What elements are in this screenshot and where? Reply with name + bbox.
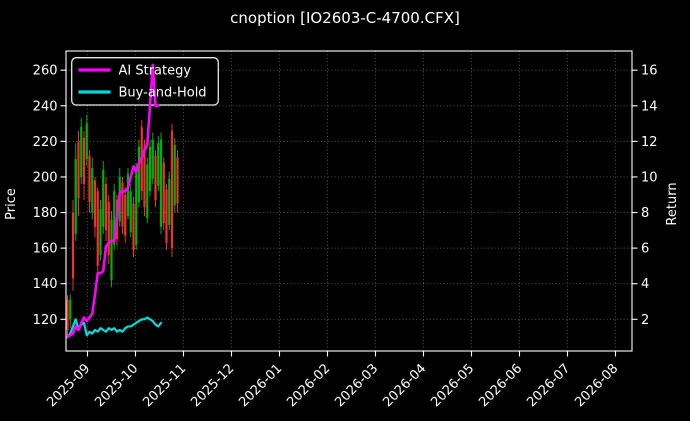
candle-body-down xyxy=(66,299,69,330)
buy-and-hold-path xyxy=(66,316,163,339)
x-tick-label: 2025-09 xyxy=(44,361,93,410)
candle-body-up xyxy=(91,168,94,213)
x-tick-label: 2026-03 xyxy=(332,361,381,410)
candle-body-up xyxy=(102,169,105,227)
x-tick-label: 2025-11 xyxy=(140,361,189,410)
candle-body-up xyxy=(146,164,149,218)
x-tick-label: 2026-04 xyxy=(380,361,429,410)
ai-strategy-line xyxy=(66,63,160,339)
candle-body-up xyxy=(110,219,113,281)
return-tick-label: 16 xyxy=(641,64,658,79)
price-tick-label: 260 xyxy=(33,64,58,79)
candle-body-down xyxy=(170,130,174,249)
left-axis-label: Price xyxy=(4,188,19,220)
right-axis-label: Return xyxy=(665,182,680,225)
return-tick-label: 12 xyxy=(641,135,658,150)
candle-body-down xyxy=(154,155,157,201)
x-tick-label: 2026-07 xyxy=(524,361,573,410)
x-tick-label: 2026-06 xyxy=(476,361,525,410)
return-tick-label: 6 xyxy=(641,242,649,257)
candle-body-down xyxy=(176,157,179,204)
x-tick-label: 2025-12 xyxy=(188,361,237,410)
legend-items: AI Strategy Buy-and-Hold xyxy=(78,64,207,101)
candle-body-up xyxy=(113,191,116,245)
price-tick-label: 120 xyxy=(33,313,58,328)
candle-body-down xyxy=(88,155,91,202)
candle-body-down xyxy=(93,180,97,227)
legend-label-ai-strategy: AI Strategy xyxy=(119,64,192,79)
candle-body-up xyxy=(74,159,77,234)
candle-body-down xyxy=(121,182,124,227)
candle-body-down xyxy=(107,201,110,256)
candle-body-up xyxy=(151,139,154,179)
candle-body-down xyxy=(165,189,168,243)
return-tick-label: 2 xyxy=(641,313,649,328)
price-tick-label: 180 xyxy=(33,206,58,221)
candle-body-up xyxy=(85,123,88,160)
buy-and-hold-line xyxy=(66,316,163,339)
x-tick-label: 2026-08 xyxy=(572,361,621,410)
candlestick-series xyxy=(66,114,179,338)
candle-body-down xyxy=(82,137,86,185)
plot-border xyxy=(65,50,633,352)
candle-body-down xyxy=(162,162,165,224)
candle-body-up xyxy=(126,173,130,217)
return-tick-label: 10 xyxy=(641,170,658,185)
candle-body-down xyxy=(96,191,99,266)
candle-body-down xyxy=(124,194,127,236)
candle-body-up xyxy=(157,143,160,186)
price-tick-label: 220 xyxy=(33,135,58,150)
candle-body-up xyxy=(129,191,132,233)
chart-title: cnoption [IO2603-C-4700.CFX] xyxy=(230,9,460,27)
x-tick-label: 2025-10 xyxy=(92,361,141,410)
candle-body-up xyxy=(69,299,72,320)
ai-strategy-path xyxy=(66,63,160,339)
candle-body-down xyxy=(77,141,80,199)
x-tick-label: 2026-01 xyxy=(236,361,285,410)
candle-body-up xyxy=(80,127,83,177)
return-tick-label: 4 xyxy=(641,277,649,292)
candle-body-down xyxy=(143,146,146,208)
candle-body-up xyxy=(99,208,102,256)
candle-body-up xyxy=(168,178,171,225)
candle-body-up xyxy=(137,146,141,202)
candle-body-up xyxy=(173,144,176,206)
legend-label-buy-and-hold: Buy-and-Hold xyxy=(119,86,207,101)
return-tick-label: 14 xyxy=(641,99,658,114)
candle-body-up xyxy=(148,146,152,192)
candle-body-down xyxy=(71,212,75,279)
candle-body-up xyxy=(135,169,138,245)
candle-body-up xyxy=(159,139,163,227)
price-tick-label: 160 xyxy=(33,242,58,257)
price-tick-label: 240 xyxy=(33,99,58,114)
x-tick-label: 2026-05 xyxy=(428,361,477,410)
return-tick-label: 8 xyxy=(641,206,649,221)
x-tick-label: 2026-02 xyxy=(284,361,333,410)
candle-body-down xyxy=(104,184,108,231)
price-tick-label: 200 xyxy=(33,170,58,185)
candle-body-down xyxy=(132,203,135,250)
price-tick-label: 140 xyxy=(33,277,58,292)
